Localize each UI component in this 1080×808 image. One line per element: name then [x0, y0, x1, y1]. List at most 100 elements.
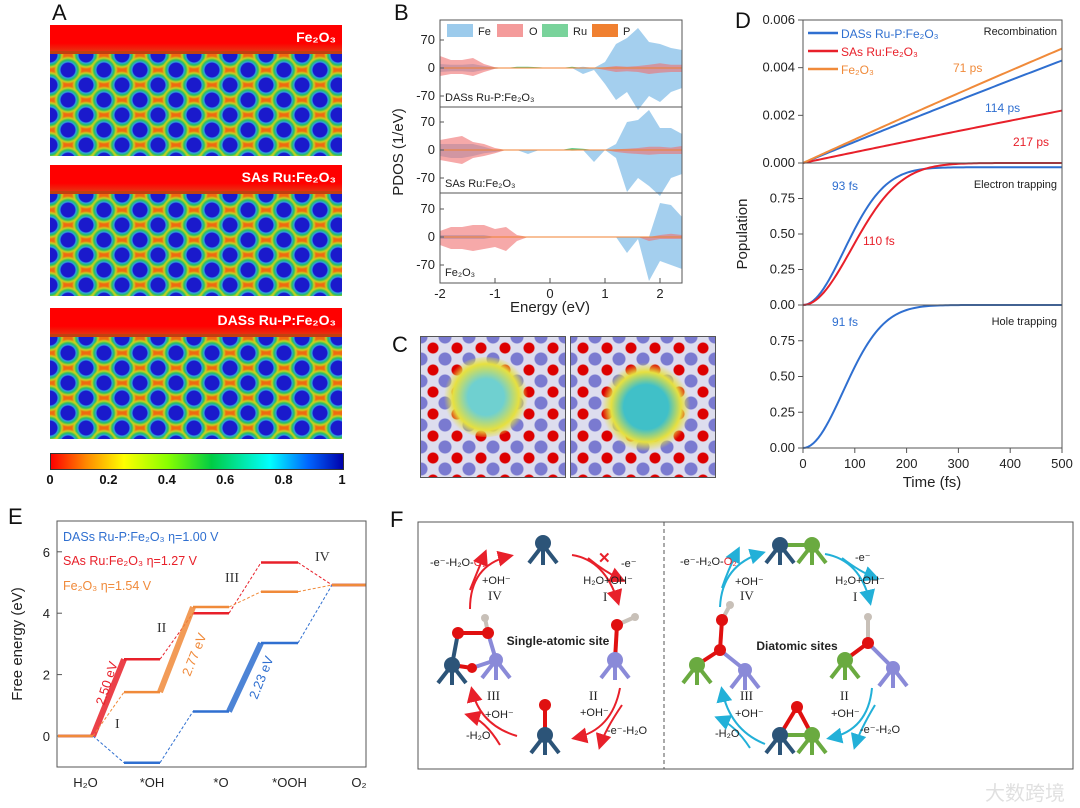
y-tick-label: 0.00	[770, 297, 795, 312]
colorbar-tick-label: 0.8	[275, 472, 293, 487]
arrow-o2-out	[721, 546, 740, 589]
connector	[92, 735, 125, 764]
y-axis-label: Population	[734, 199, 751, 270]
step-product: -H₂O	[466, 730, 491, 742]
arrow-step-3	[716, 686, 766, 745]
x-tick-label: 0	[546, 286, 553, 301]
y-tick-label: 2	[43, 668, 50, 683]
step-label: II	[589, 688, 598, 703]
step-label: IV	[315, 550, 330, 565]
right-cycle-arrows	[714, 546, 880, 750]
colorbar-tick-label: 1	[338, 472, 345, 487]
subplot-title: Hole trapping	[992, 316, 1057, 328]
charge-map-dass: DASs Ru-P:Fe₂O₃	[50, 308, 342, 439]
charge-map-fe2o3: Fe₂O₃	[50, 25, 342, 156]
y-tick-label: 0	[428, 229, 435, 244]
legend-swatch-ru	[542, 24, 568, 37]
pdos-o-area	[440, 56, 682, 76]
step-product: -e⁻-H₂O-O₂	[430, 557, 487, 569]
lifetime-label: 217 ps	[1013, 135, 1049, 149]
o-atom	[467, 663, 477, 673]
y-tick-label: 0.75	[770, 191, 795, 206]
step-label: I	[603, 589, 607, 604]
step-product-text: -e⁻-H₂O-	[680, 556, 724, 568]
y-tick-label: 0.50	[770, 226, 795, 241]
oxygen-product: O₂	[474, 557, 487, 569]
legend-swatch-p	[592, 24, 618, 37]
step-label: III	[487, 688, 500, 703]
step-label: IV	[740, 588, 754, 603]
y-tick-label: -70	[416, 170, 435, 185]
colorbar-tick-label: 0.6	[216, 472, 234, 487]
subplot-title: Electron trapping	[974, 179, 1057, 191]
colorbar-tick-label: 0.4	[158, 472, 177, 487]
step-label: II	[840, 688, 849, 703]
step-reactants: H₂O+OH⁻	[583, 575, 633, 587]
y-tick-label: -70	[416, 88, 435, 103]
x-tick-label: 200	[896, 456, 918, 471]
panel-label-f: F	[390, 507, 403, 532]
x-category-label: *O	[213, 775, 228, 790]
h-atom	[631, 613, 639, 621]
step-product-text: -e⁻-H₂O-	[430, 557, 474, 569]
arrow-step-2	[826, 687, 873, 744]
x-tick-label: -1	[489, 286, 501, 301]
left-cycle-labels: Single-atomic site H₂O+OH⁻ I ✕ -e⁻ II +O…	[430, 550, 647, 742]
series-line	[802, 59, 1063, 164]
y-tick-label: 0	[43, 729, 50, 744]
legend-label: P	[623, 26, 630, 38]
pdos-chart: 70 0 -70 70 0 -70 70 0 -70 -2 -1 0 1 2 DASs Ru-P:Fe₂O…	[390, 19, 683, 316]
o-atom	[862, 637, 874, 649]
p-atom	[607, 652, 623, 668]
x-tick-label: 1	[601, 286, 608, 301]
isosurface	[441, 357, 531, 437]
ru-atom	[837, 652, 853, 668]
fe-atom	[535, 535, 551, 551]
o-atom	[716, 614, 728, 626]
map-title: Fe₂O₃	[296, 29, 336, 45]
x-tick-label: -2	[434, 286, 446, 301]
step-reactants: +OH⁻	[735, 708, 764, 720]
panel-label-e: E	[8, 504, 23, 529]
legend-label: DASs Ru-P:Fe₂O₃	[841, 27, 939, 41]
x-axis-label: Time (fs)	[903, 474, 962, 491]
o-atom	[482, 627, 494, 639]
fe-atom	[444, 657, 460, 673]
y-tick-label: 0.50	[770, 369, 795, 384]
step-product: -e⁻	[621, 558, 637, 570]
step-product: -e⁻-H₂O-O₂	[680, 556, 737, 568]
x-tick-label: 400	[999, 456, 1021, 471]
step-product: -e⁻-H₂O	[860, 724, 900, 736]
colorbar-ticks: 0 0.2 0.4 0.6 0.8 1	[46, 472, 345, 487]
y-tick-label: 4	[43, 606, 50, 621]
x-tick-label: 300	[948, 456, 970, 471]
legend-swatch-o	[497, 24, 523, 37]
o-atom	[791, 701, 803, 713]
x-category-label: *OH	[140, 775, 165, 790]
x-tick-label: 0	[799, 456, 806, 471]
colorbar	[50, 453, 344, 470]
step-label: III	[740, 688, 753, 703]
arrow-water-out	[850, 704, 876, 750]
ru-atom	[804, 727, 820, 743]
y-tick-label: 70	[421, 114, 435, 129]
map-title: SAs Ru:Fe₂O₃	[241, 169, 336, 185]
charge-difference-image-2	[570, 336, 716, 478]
colorbar-tick-label: 0.2	[99, 472, 117, 487]
step-label: III	[225, 571, 239, 586]
y-axis-label: Free energy (eV)	[9, 587, 26, 700]
oxygen-product: O₂	[724, 556, 737, 568]
legend-label: Fe₂O₃	[841, 63, 874, 77]
y-tick-label: 0.25	[770, 404, 795, 419]
pdos-legend: Fe O Ru P	[447, 24, 630, 38]
arrow-electron	[841, 557, 880, 582]
y-tick-label: 0.00	[770, 440, 795, 455]
subplot-label: Fe₂O₃	[445, 267, 475, 279]
step-reactants: +OH⁻	[485, 709, 514, 721]
y-tick-label: 0	[428, 60, 435, 75]
x-category-label: H₂O	[73, 775, 98, 790]
lifetime-label: 110 fs	[863, 234, 895, 248]
connector	[159, 711, 194, 763]
panel-label-d: D	[735, 8, 751, 33]
step-label: I	[115, 717, 120, 732]
